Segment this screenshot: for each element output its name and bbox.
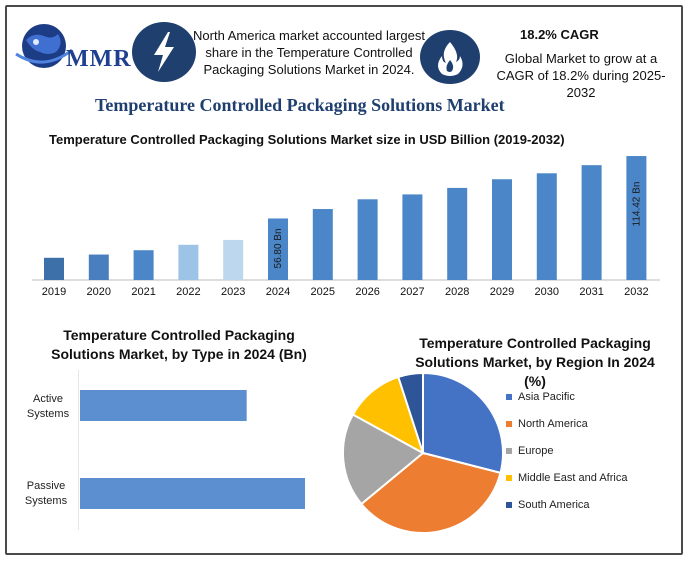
type-chart-title: Temperature Controlled Packaging Solutio… xyxy=(51,327,307,362)
bar-2023 xyxy=(223,239,244,280)
region-pie-chart xyxy=(342,371,504,534)
data-label-2032: 114.42 Bn xyxy=(631,182,642,227)
cagr-text: Global Market to grow at a CAGR of 18.2%… xyxy=(496,51,666,100)
legend-label: South America xyxy=(518,499,590,511)
lightning-bolt-icon xyxy=(132,22,196,82)
infographic-frame xyxy=(5,5,683,555)
legend-item-middle-east-and-africa: Middle East and Africa xyxy=(506,469,627,487)
logo-text: MMR xyxy=(66,46,132,72)
bar-2025 xyxy=(312,209,333,280)
bar-2024 xyxy=(268,218,288,280)
legend-item-asia-pacific: Asia Pacific xyxy=(506,388,627,406)
legend-label: Europe xyxy=(518,445,554,457)
x-tick-2030: 2030 xyxy=(535,286,559,298)
bar-2021 xyxy=(133,250,154,280)
bar-2028 xyxy=(447,187,468,280)
market-size-bar-chart: 2019 2020 2021 2022 2023 2024 56.80 Bn 2025 2026… xyxy=(32,156,660,298)
legend-item-south-america: South America xyxy=(506,496,627,514)
legend-swatch xyxy=(506,394,512,400)
region-chart-title: Temperature Controlled Packaging Solutio… xyxy=(415,335,655,389)
x-tick-2031: 2031 xyxy=(579,286,603,298)
header-left-text: North America market accounted largest s… xyxy=(193,28,425,77)
legend-label: North America xyxy=(518,418,588,430)
x-tick-2020: 2020 xyxy=(87,286,111,298)
bar-2020 xyxy=(88,254,109,280)
legend-swatch xyxy=(506,448,512,454)
data-label-2024: 56.80 Bn xyxy=(273,228,284,268)
pie-slice-north-america xyxy=(359,451,502,534)
brand-logo: MMR xyxy=(14,22,132,74)
bar-2031 xyxy=(581,165,602,280)
x-tick-2029: 2029 xyxy=(490,286,514,298)
bar-2026 xyxy=(357,199,378,280)
legend-label: Asia Pacific xyxy=(518,391,575,403)
legend-item-europe: Europe xyxy=(506,442,627,460)
category-label-passive: Passive Systems xyxy=(24,480,68,507)
x-tick-2032: 2032 xyxy=(624,286,648,298)
pie-slice-middle-east-and-africa xyxy=(351,375,425,456)
legend-swatch xyxy=(506,502,512,508)
flame-icon xyxy=(420,30,480,84)
bar-2032 xyxy=(626,156,647,280)
x-tick-2023: 2023 xyxy=(221,286,245,298)
bar-2019 xyxy=(44,257,64,280)
bar-2030 xyxy=(536,173,557,280)
x-tick-2028: 2028 xyxy=(445,286,469,298)
page-title: Temperature Controlled Packaging Solutio… xyxy=(95,95,505,115)
x-tick-2019: 2019 xyxy=(42,286,66,298)
cagr-title: 18.2% CAGR xyxy=(520,27,599,42)
bar-2022 xyxy=(178,244,199,280)
bar-chart-title: Temperature Controlled Packaging Solutio… xyxy=(49,132,565,147)
legend-item-north-america: North America xyxy=(506,415,627,433)
type-bar-chart xyxy=(78,370,305,530)
x-tick-2026: 2026 xyxy=(355,286,379,298)
x-tick-2021: 2021 xyxy=(131,286,155,298)
bar-2029 xyxy=(492,179,512,280)
pie-slice-south-america xyxy=(397,371,424,454)
legend-label: Middle East and Africa xyxy=(518,472,628,484)
category-label-active: Active Systems xyxy=(26,393,70,420)
type-bar-active-systems xyxy=(80,390,247,421)
globe-icon xyxy=(15,24,73,68)
bar-2027 xyxy=(402,194,423,280)
x-tick-2027: 2027 xyxy=(400,286,424,298)
type-bar-passive-systems xyxy=(80,478,305,509)
x-tick-2024: 2024 xyxy=(266,286,290,298)
pie-slice-asia-pacific xyxy=(422,371,504,475)
pie-slice-europe xyxy=(342,413,425,506)
legend-swatch xyxy=(506,475,512,481)
x-tick-2025: 2025 xyxy=(311,286,335,298)
x-tick-2022: 2022 xyxy=(176,286,200,298)
legend-swatch xyxy=(506,421,512,427)
region-legend: Asia Pacific North America Europe Middle Ea… xyxy=(506,388,627,523)
